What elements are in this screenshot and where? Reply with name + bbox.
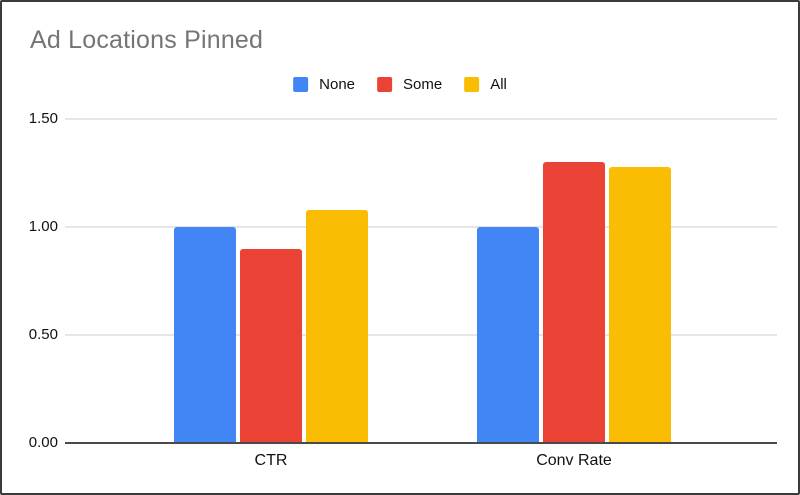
legend-label-all: All [490,76,507,93]
legend-swatch-some [377,77,392,92]
y-gridline [65,334,777,336]
legend: None Some All [293,76,507,93]
bar-ctr-some [240,248,302,443]
legend-swatch-none [293,77,309,92]
legend-item-none: None [293,76,355,93]
bar-conv-rate-some [543,162,605,443]
legend-item-all: All [464,76,507,93]
bar-group-ctr [174,209,368,443]
x-category-label-ctr: CTR [254,452,288,469]
legend-swatch-all [464,77,480,92]
bar-ctr-all [306,209,368,443]
bar-conv-rate-all [609,166,671,443]
legend-label-none: None [319,76,355,93]
bar-group-conv-rate [477,162,671,443]
chart-title: Ad Locations Pinned [30,26,264,54]
y-gridline [65,226,777,228]
y-tick-label: 1.00 [28,218,58,235]
plot-area [65,118,777,444]
y-tick-label: 0.00 [28,434,58,451]
y-tick-label: 1.50 [28,110,58,127]
x-axis-baseline [65,442,777,444]
legend-item-some: Some [377,76,442,93]
legend-label-some: Some [403,76,443,93]
y-gridline [65,118,777,120]
bar-conv-rate-none [477,227,539,443]
y-tick-label: 0.50 [28,326,58,343]
x-category-label-conv-rate: Conv Rate [536,452,612,469]
bar-ctr-none [174,227,236,443]
